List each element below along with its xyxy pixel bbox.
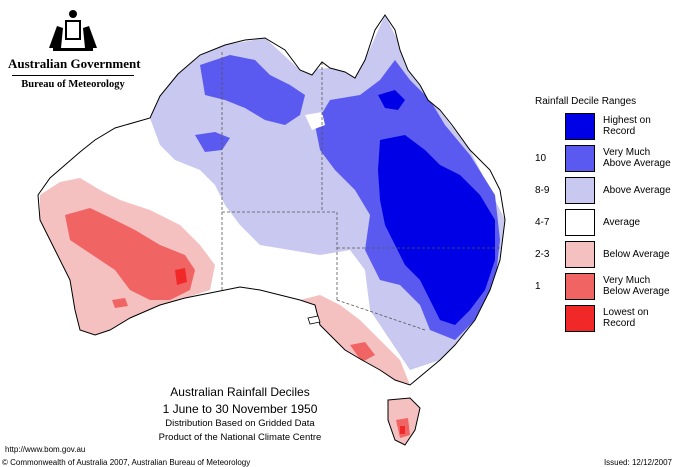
logo-divider — [12, 75, 134, 76]
map-caption: Australian Rainfall Deciles 1 June to 30… — [140, 385, 340, 444]
legend-label: Above Average — [603, 185, 671, 196]
bureau-name: Bureau of Meteorology — [21, 79, 125, 90]
legend-key: 2-3 — [535, 249, 550, 260]
legend-row: Lowest on Record — [535, 305, 675, 332]
legend-swatch — [565, 177, 595, 204]
legend-swatch — [565, 209, 595, 236]
tasmania-lowest-on-record — [400, 426, 405, 434]
very-much-above-patch — [195, 132, 230, 152]
government-logo: Australian Government Bureau of Meteorol… — [8, 8, 141, 90]
legend-label: Highest on Record — [603, 115, 651, 137]
copyright: © Commonwealth of Australia 2007, Austra… — [2, 458, 251, 467]
legend-title: Rainfall Decile Ranges — [535, 96, 637, 107]
very-much-above-north-region — [200, 55, 305, 125]
caption-period: 1 June to 30 November 1950 — [162, 402, 318, 416]
legend-swatch — [565, 113, 595, 140]
caption-line2: Product of the National Climate Centre — [158, 432, 322, 443]
lowest-on-record-sw-patch — [175, 268, 187, 285]
issued-date: Issued: 12/12/2007 — [603, 458, 672, 467]
bom-url[interactable]: http://www.bom.gov.au — [5, 445, 86, 454]
very-much-below-sw-region — [65, 208, 195, 300]
highest-on-record-region — [378, 135, 495, 325]
legend-label: Very Much Below Average — [603, 275, 670, 297]
legend-row: 8-9 Above Average — [535, 177, 675, 204]
legend-row: 1 Very Much Below Average — [535, 273, 675, 300]
legend-label: Average — [603, 217, 641, 228]
state-borders — [221, 52, 500, 331]
legend-key: 1 — [535, 281, 541, 292]
average-patch — [305, 112, 325, 130]
legend-key: 8-9 — [535, 185, 550, 196]
legend-label: Lowest on Record — [603, 307, 649, 329]
government-name: Australian Government — [8, 56, 141, 71]
below-average-se-region — [300, 295, 410, 385]
legend-label: Below Average — [603, 249, 670, 260]
legend-swatch — [565, 241, 595, 268]
very-much-below-se-patch — [350, 342, 375, 362]
legend-row: Highest on Record — [535, 113, 675, 140]
kangaroo-island — [307, 315, 321, 325]
decile-regions — [40, 15, 505, 385]
legend-row: 10 Very Much Above Average — [535, 145, 675, 172]
legend-swatch — [565, 273, 595, 300]
very-much-below-sw-patch — [112, 298, 128, 308]
legend-label: Very Much Above Average — [603, 147, 671, 169]
caption-line1: Distribution Based on Gridded Data — [165, 418, 315, 429]
legend-key: 4-7 — [535, 217, 550, 228]
legend-row: 2-3 Below Average — [535, 241, 675, 268]
coat-of-arms-icon — [49, 10, 97, 51]
legend-row: 4-7 Average — [535, 209, 675, 236]
legend-key: 10 — [535, 153, 547, 164]
legend-swatch — [565, 145, 595, 172]
legend-swatch — [565, 305, 595, 332]
mainland-outline — [37, 14, 506, 386]
caption-title: Australian Rainfall Deciles — [170, 385, 310, 399]
highest-on-record-patch — [378, 90, 405, 110]
